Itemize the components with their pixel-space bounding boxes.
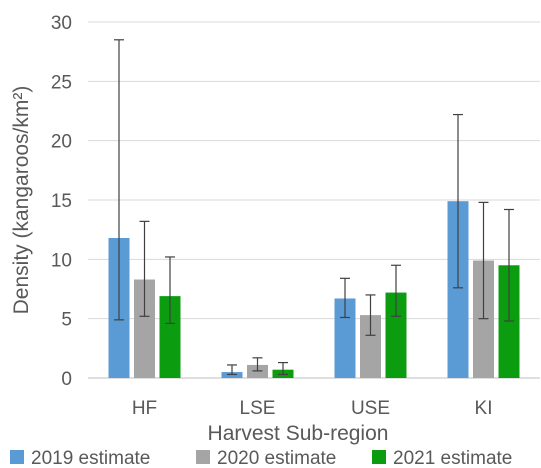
x-axis-ticks: HF LSE USE KI [132, 398, 493, 419]
bar [447, 201, 469, 378]
y-tick-label: 5 [61, 310, 72, 331]
legend-item: 2020 estimate [196, 448, 336, 468]
gridlines [88, 21, 540, 379]
y-tick-label: 15 [51, 191, 72, 212]
legend: 2019 estimate 2020 estimate 2021 estimate [10, 448, 512, 468]
legend-swatch [10, 450, 24, 464]
y-tick-label: 20 [51, 132, 72, 153]
y-tick-label: 25 [51, 72, 72, 93]
legend-label: 2020 estimate [217, 448, 336, 468]
x-axis-title: Harvest Sub-region [208, 422, 389, 445]
x-tick-label: LSE [240, 398, 276, 419]
y-tick-label: 30 [51, 13, 72, 34]
x-tick-label: HF [132, 398, 157, 419]
y-axis-title: Density (kangaroos/km²) [10, 86, 33, 315]
bar [134, 279, 155, 378]
y-tick-label: 0 [61, 369, 72, 390]
bar [159, 296, 181, 378]
x-tick-label: KI [475, 398, 493, 419]
y-tick-label: 10 [51, 250, 72, 271]
bar [385, 292, 407, 378]
y-axis-ticks: 0 5 10 15 20 25 30 [51, 13, 72, 390]
legend-item: 2019 estimate [10, 448, 150, 468]
legend-label: 2019 estimate [31, 448, 150, 468]
bar [334, 298, 356, 378]
legend-swatch [372, 450, 386, 464]
bar [360, 315, 381, 378]
x-tick-label: USE [351, 398, 390, 419]
legend-label: 2021 estimate [393, 448, 512, 468]
legend-swatch [196, 450, 210, 464]
legend-item: 2021 estimate [372, 448, 512, 468]
error-bars [114, 39, 514, 376]
